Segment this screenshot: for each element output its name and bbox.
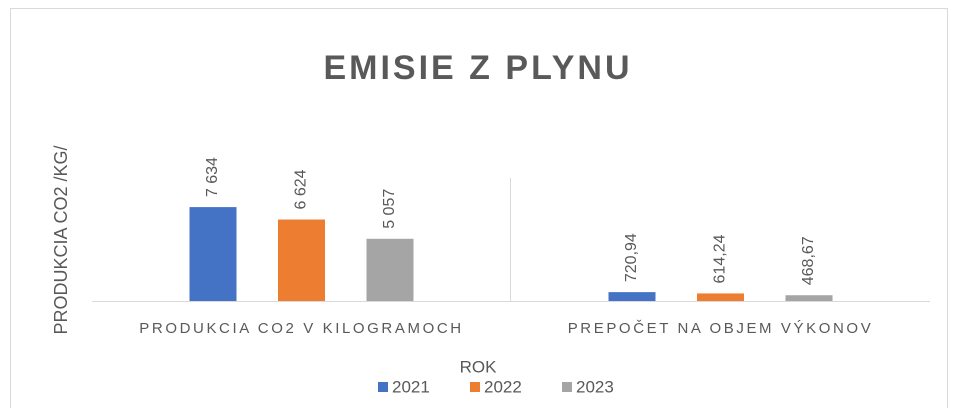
x-tick-label: PREPOČET NA OBJEM VÝKONOV — [568, 320, 874, 337]
chart-frame — [10, 8, 948, 408]
data-label: 468,67 — [800, 236, 817, 285]
data-label: 7 634 — [204, 157, 221, 197]
bar — [189, 207, 237, 301]
legend-label: 2021 — [392, 377, 430, 396]
bar — [697, 293, 744, 301]
bar — [608, 292, 656, 301]
legend-swatch — [470, 382, 480, 392]
bar — [785, 295, 833, 301]
legend-swatch — [562, 382, 572, 392]
data-label: 5 057 — [381, 189, 398, 229]
data-label: 720,94 — [623, 233, 640, 282]
x-axis-title: ROK — [460, 357, 498, 376]
y-axis-title: PRODUKCIA CO2 /KG/ — [51, 145, 71, 334]
legend-label: 2022 — [484, 377, 522, 396]
legend-label: 2023 — [576, 377, 614, 396]
chart-title: EMISIE Z PLYNU — [323, 49, 632, 87]
data-label: 614,24 — [712, 234, 729, 283]
data-label: 6 624 — [293, 169, 310, 209]
legend-swatch — [378, 382, 388, 392]
bar — [366, 238, 414, 301]
x-tick-label: PRODUKCIA CO2 V KILOGRAMOCH — [139, 320, 463, 337]
bar — [278, 219, 325, 301]
